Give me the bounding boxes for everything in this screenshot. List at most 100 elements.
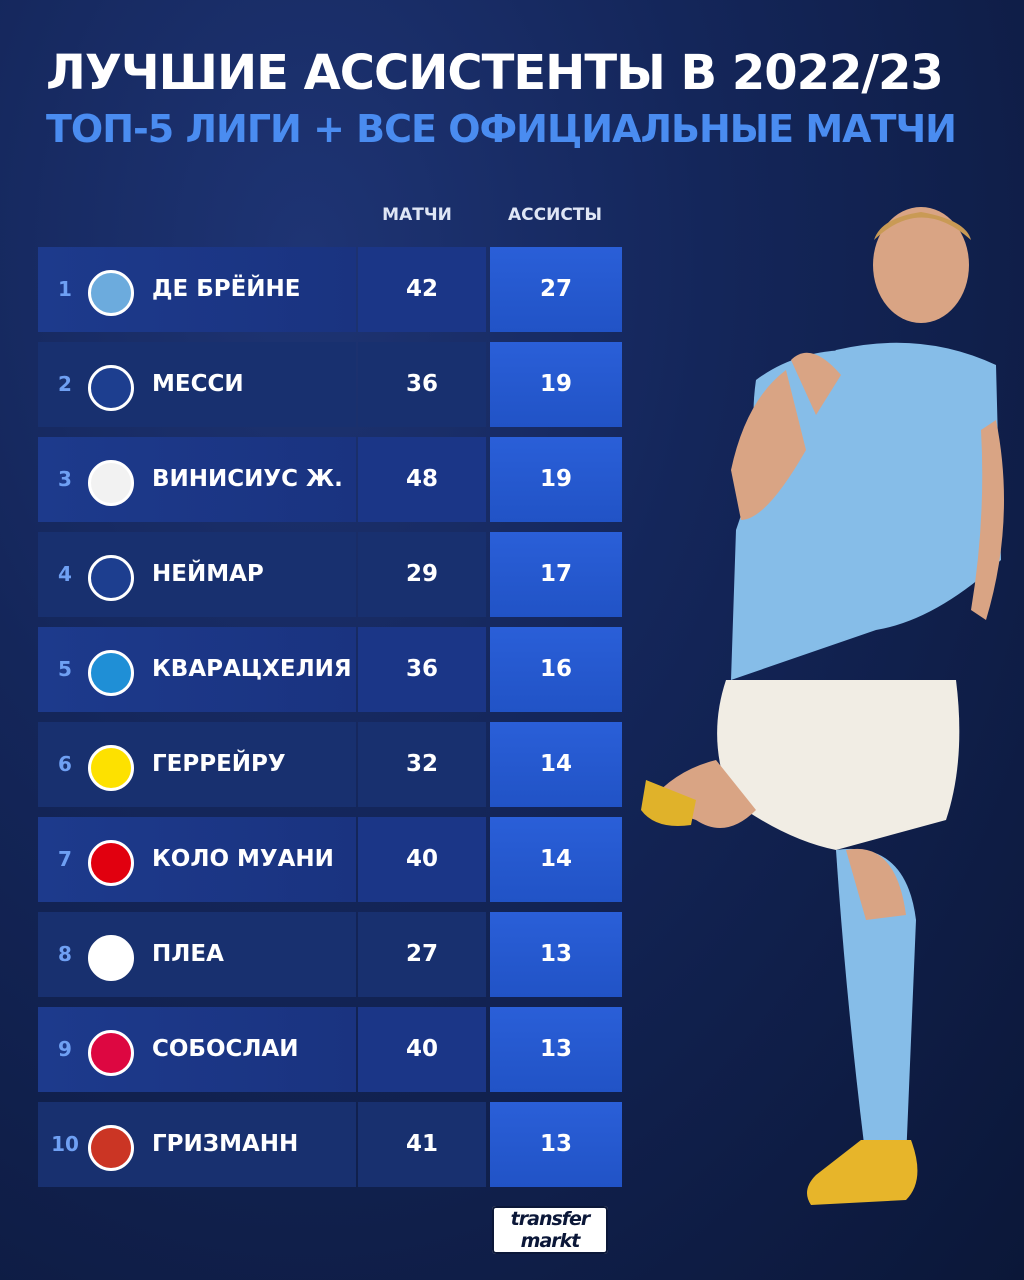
rank-label: 6	[58, 752, 72, 776]
matches-cell: 32	[358, 722, 486, 807]
player-cell: 9 СОБОСЛАИ	[38, 1007, 356, 1092]
assists-cell: 19	[490, 342, 622, 427]
matches-value: 40	[405, 1036, 438, 1062]
matches-value: 40	[405, 846, 438, 872]
table-row: 7 КОЛО МУАНИ 40 14	[38, 817, 622, 902]
matches-cell: 48	[358, 437, 486, 522]
player-cell: 6 ГЕРРЕЙРУ	[38, 722, 356, 807]
matches-cell: 42	[358, 247, 486, 332]
matches-value: 41	[405, 1131, 438, 1157]
page-subtitle: ТОП-5 ЛИГИ + ВСЕ ОФИЦИАЛЬНЫЕ МАТЧИ	[46, 107, 957, 151]
club-crest-icon	[88, 935, 134, 981]
assists-cell: 13	[490, 1102, 622, 1187]
club-crest-icon	[88, 555, 134, 601]
matches-value: 42	[405, 276, 438, 302]
assists-cell: 27	[490, 247, 622, 332]
rank-label: 9	[58, 1037, 72, 1061]
matches-value: 29	[405, 561, 438, 587]
player-name: КВАРАЦХЕЛИЯ	[152, 656, 352, 682]
ranking-table: 1 ДЕ БРЁЙНЕ 42 27 2 МЕССИ 36 19 3 ВИНИСИУС Ж. 48 19…	[38, 247, 622, 1197]
assists-value: 13	[539, 1036, 572, 1062]
header: ЛУЧШИЕ АССИСТЕНТЫ В 2022/23 ТОП-5 ЛИГИ +…	[46, 42, 957, 154]
matches-cell: 36	[358, 627, 486, 712]
column-header-assists: АССИСТЫ	[507, 205, 603, 225]
assists-value: 13	[539, 941, 572, 967]
player-name: МЕССИ	[152, 371, 244, 397]
player-name: СОБОСЛАИ	[152, 1036, 299, 1062]
club-crest-icon	[88, 1125, 134, 1171]
club-crest-icon	[88, 1030, 134, 1076]
rank-label: 10	[51, 1132, 79, 1156]
table-row: 3 ВИНИСИУС Ж. 48 19	[38, 437, 622, 522]
rank-label: 3	[58, 467, 72, 491]
assists-value: 14	[539, 846, 572, 872]
logo-line-1: transfer	[510, 1208, 591, 1230]
rank-label: 4	[58, 562, 72, 586]
club-crest-icon	[88, 460, 134, 506]
table-row: 1 ДЕ БРЁЙНЕ 42 27	[38, 247, 622, 332]
player-cell: 8 ПЛЕА	[38, 912, 356, 997]
club-crest-icon	[88, 365, 134, 411]
rank-label: 2	[58, 372, 72, 396]
matches-value: 27	[405, 941, 438, 967]
column-header-matches: МАТЧИ	[382, 205, 452, 225]
player-cell: 4 НЕЙМАР	[38, 532, 356, 617]
assists-value: 14	[539, 751, 572, 777]
assists-value: 19	[539, 466, 572, 492]
player-cell: 1 ДЕ БРЁЙНЕ	[38, 247, 356, 332]
matches-value: 36	[405, 371, 438, 397]
table-row: 9 СОБОСЛАИ 40 13	[38, 1007, 622, 1092]
player-name: ПЛЕА	[152, 941, 224, 967]
player-name: ВИНИСИУС Ж.	[152, 466, 343, 492]
table-row: 2 МЕССИ 36 19	[38, 342, 622, 427]
assists-cell: 13	[490, 912, 622, 997]
table-row: 4 НЕЙМАР 29 17	[38, 532, 622, 617]
assists-cell: 17	[490, 532, 622, 617]
table-row: 5 КВАРАЦХЕЛИЯ 36 16	[38, 627, 622, 712]
assists-value: 13	[539, 1131, 572, 1157]
club-crest-icon	[88, 840, 134, 886]
player-cell: 10 ГРИЗМАНН	[38, 1102, 356, 1187]
logo-line-2: markt	[520, 1230, 581, 1252]
assists-cell: 19	[490, 437, 622, 522]
assists-value: 27	[539, 276, 572, 302]
player-photo	[641, 207, 1004, 1205]
player-cell: 5 КВАРАЦХЕЛИЯ	[38, 627, 356, 712]
matches-cell: 41	[358, 1102, 486, 1187]
matches-cell: 29	[358, 532, 486, 617]
assists-value: 16	[539, 656, 572, 682]
assists-value: 17	[539, 561, 572, 587]
player-cell: 3 ВИНИСИУС Ж.	[38, 437, 356, 522]
club-crest-icon	[88, 745, 134, 791]
table-row: 6 ГЕРРЕЙРУ 32 14	[38, 722, 622, 807]
matches-value: 48	[405, 466, 438, 492]
rank-label: 8	[58, 942, 72, 966]
page-title: ЛУЧШИЕ АССИСТЕНТЫ В 2022/23	[46, 45, 944, 101]
rank-label: 7	[58, 847, 72, 871]
assists-cell: 16	[490, 627, 622, 712]
player-name: ГЕРРЕЙРУ	[152, 751, 286, 777]
player-name: КОЛО МУАНИ	[152, 846, 334, 872]
matches-value: 36	[405, 656, 438, 682]
assists-cell: 14	[490, 817, 622, 902]
player-cell: 2 МЕССИ	[38, 342, 356, 427]
matches-cell: 40	[358, 817, 486, 902]
assists-value: 19	[539, 371, 572, 397]
table-row: 10 ГРИЗМАНН 41 13	[38, 1102, 622, 1187]
matches-cell: 27	[358, 912, 486, 997]
club-crest-icon	[88, 650, 134, 696]
matches-cell: 36	[358, 342, 486, 427]
rank-label: 1	[58, 277, 72, 301]
club-crest-icon	[88, 270, 134, 316]
player-cell: 7 КОЛО МУАНИ	[38, 817, 356, 902]
rank-label: 5	[58, 657, 72, 681]
assists-cell: 13	[490, 1007, 622, 1092]
matches-value: 32	[405, 751, 438, 777]
matches-cell: 40	[358, 1007, 486, 1092]
assists-cell: 14	[490, 722, 622, 807]
player-name: ДЕ БРЁЙНЕ	[152, 276, 301, 302]
player-name: НЕЙМАР	[152, 561, 264, 587]
player-name: ГРИЗМАНН	[152, 1131, 299, 1157]
transfermarkt-logo: transfer markt	[492, 1206, 608, 1254]
table-row: 8 ПЛЕА 27 13	[38, 912, 622, 997]
